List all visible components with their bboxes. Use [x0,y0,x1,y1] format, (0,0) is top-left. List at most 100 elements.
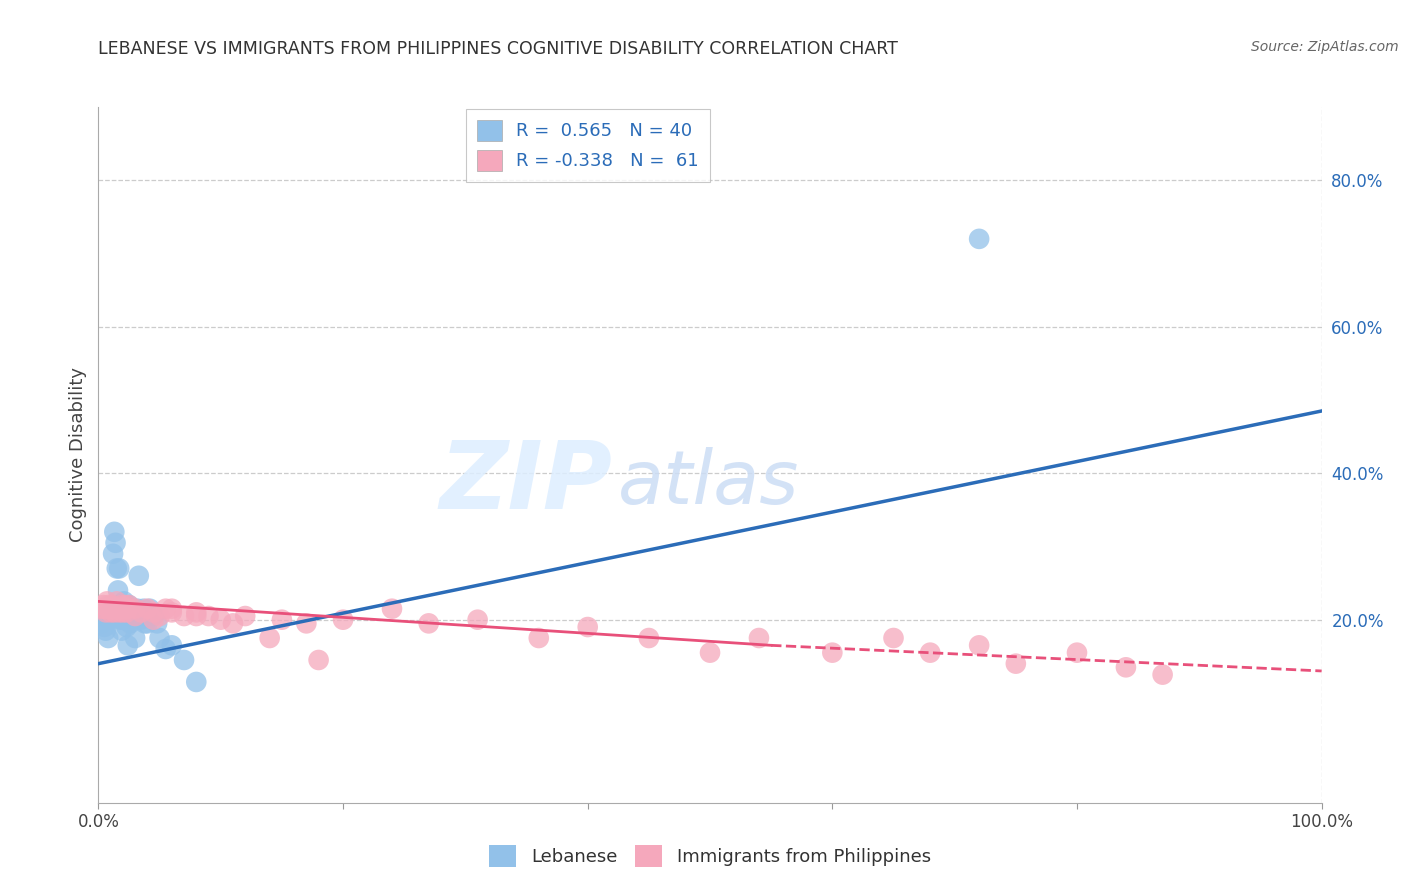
Point [748,631,770,645]
Point [103,606,125,620]
Point [467,613,489,627]
Text: Source: ZipAtlas.com: Source: ZipAtlas.com [1251,40,1399,54]
Point [233,609,256,624]
Point [576,620,599,634]
Point [118,598,141,612]
Point [124,601,146,615]
Point [128,568,150,582]
Point [136,601,159,615]
Point [638,631,661,645]
Point [142,606,165,620]
Point [105,561,128,575]
Point [295,616,318,631]
Point [160,606,183,620]
Point [111,606,134,620]
Point [186,675,208,690]
Point [110,613,132,627]
Point [107,601,129,615]
Point [1004,657,1026,671]
Point [112,594,135,608]
Point [98,601,121,615]
Point [96,594,118,608]
Point [104,601,127,615]
Point [129,606,152,620]
Point [111,613,134,627]
Point [149,609,172,624]
Point [114,601,136,615]
Point [527,631,550,645]
Point [91,616,114,631]
Point [117,601,139,615]
Point [93,620,115,634]
Point [160,601,183,615]
Point [105,594,128,608]
Point [98,613,121,627]
Point [222,616,245,631]
Text: LEBANESE VS IMMIGRANTS FROM PHILIPPINES COGNITIVE DISABILITY CORRELATION CHART: LEBANESE VS IMMIGRANTS FROM PHILIPPINES … [98,40,898,58]
Point [142,613,165,627]
Point [124,609,146,624]
Point [111,624,134,638]
Y-axis label: Cognitive Disability: Cognitive Disability [69,368,87,542]
Point [101,547,124,561]
Point [173,653,195,667]
Point [129,613,152,627]
Point [108,561,131,575]
Point [93,601,115,615]
Legend: Lebanese, Immigrants from Philippines: Lebanese, Immigrants from Philippines [482,838,938,874]
Point [149,631,172,645]
Point [97,631,120,645]
Point [100,606,122,620]
Point [197,609,219,624]
Text: ZIP: ZIP [439,437,612,529]
Point [1066,646,1088,660]
Point [94,624,117,638]
Point [967,232,990,246]
Point [111,598,134,612]
Point [115,620,138,634]
Point [120,616,142,631]
Point [115,606,138,620]
Point [142,609,165,624]
Point [332,613,354,627]
Point [120,613,142,627]
Point [139,601,162,615]
Point [121,606,143,620]
Point [114,598,136,612]
Point [101,601,124,615]
Point [146,616,169,631]
Point [821,646,844,660]
Point [118,598,141,612]
Point [699,646,721,660]
Point [110,601,132,615]
Point [186,606,208,620]
Point [117,638,139,652]
Point [97,598,120,612]
Point [136,616,159,631]
Text: atlas: atlas [619,447,800,519]
Point [920,646,942,660]
Point [186,609,208,624]
Point [91,598,114,612]
Point [967,638,990,652]
Point [91,601,114,615]
Point [155,601,177,615]
Point [270,613,294,627]
Point [418,616,440,631]
Point [103,524,125,539]
Point [209,613,232,627]
Point [94,606,117,620]
Point [160,638,183,652]
Point [100,606,122,620]
Point [883,631,905,645]
Point [101,609,124,624]
Point [381,601,404,615]
Point [308,653,330,667]
Point [155,642,177,657]
Point [173,609,195,624]
Point [259,631,281,645]
Point [127,601,149,615]
Point [134,616,156,631]
Point [112,601,135,615]
Point [107,583,129,598]
